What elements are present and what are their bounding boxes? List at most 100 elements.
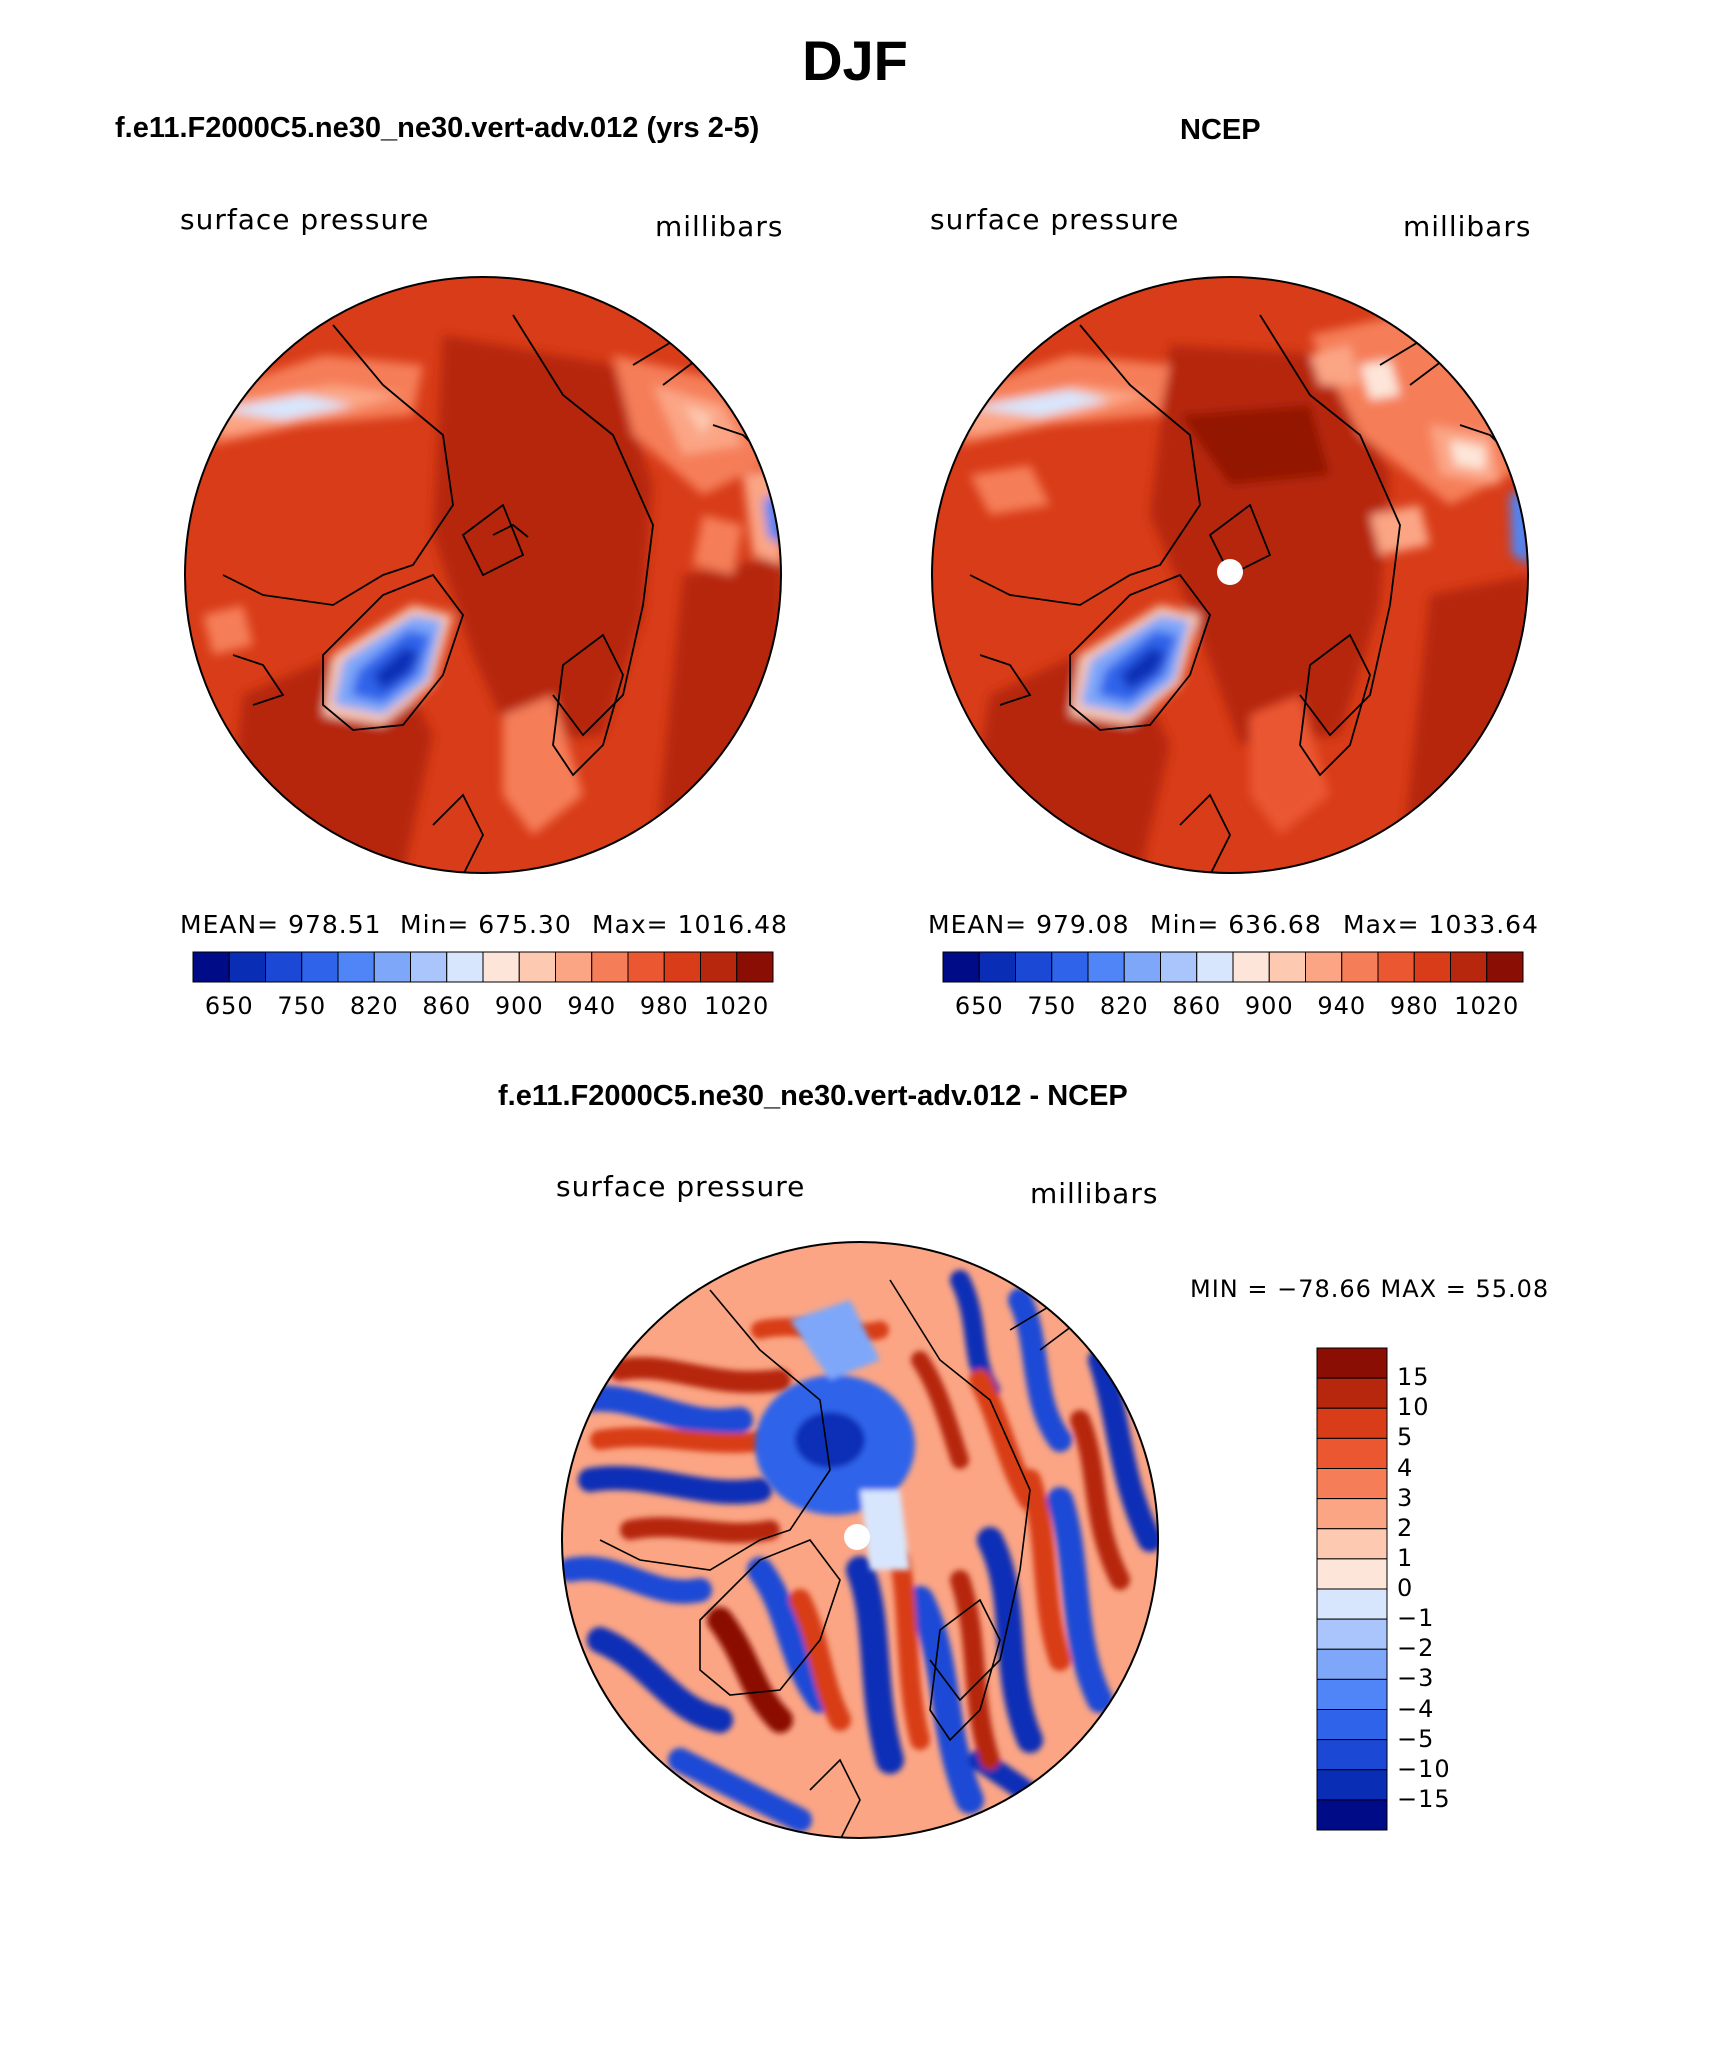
obs-colorbar <box>942 951 1524 983</box>
diff-colorbar-swatch <box>1316 1799 1388 1831</box>
model-units-label: millibars <box>655 210 784 243</box>
obs-colorbar-swatch <box>978 951 1016 983</box>
model-colorbar-tick-label: 940 <box>567 992 617 1020</box>
obs-units-label: millibars <box>1403 210 1532 243</box>
model-colorbar-tick-label: 980 <box>639 992 689 1020</box>
obs-colorbar-swatch <box>1413 951 1451 983</box>
model-colorbar-swatch <box>518 951 556 983</box>
diff-colorbar-tick-label: 2 <box>1397 1513 1414 1542</box>
diff-colorbar-swatch <box>1316 1528 1388 1560</box>
diff-colorbar-tick-label: 5 <box>1397 1423 1414 1452</box>
diff-colorbar-swatch <box>1316 1407 1388 1439</box>
diff-colorbar-tick-label: −2 <box>1397 1634 1435 1663</box>
obs-colorbar-tick-label: 900 <box>1244 992 1294 1020</box>
diff-colorbar-tick-label: −15 <box>1397 1784 1451 1813</box>
diff-colorbar-tick-label: −3 <box>1397 1664 1435 1693</box>
obs-colorbar-swatch <box>1305 951 1343 983</box>
diff-colorbar-swatch <box>1316 1437 1388 1469</box>
model-colorbar-swatch <box>192 951 230 983</box>
diff-colorbar <box>1316 1347 1388 1831</box>
model-colorbar-swatch <box>591 951 629 983</box>
obs-colorbar-tick-label: 980 <box>1389 992 1439 1020</box>
diff-colorbar-tick-label: −1 <box>1397 1604 1435 1633</box>
figure-title: DJF <box>802 29 908 92</box>
diff-colorbar-tick-label: 4 <box>1397 1453 1414 1482</box>
model-colorbar-swatch <box>482 951 520 983</box>
diff-min-max: MIN = −78.66 MAX = 55.08 <box>1190 1275 1550 1303</box>
diff-colorbar-swatch <box>1316 1678 1388 1710</box>
obs-colorbar-swatch <box>1015 951 1053 983</box>
obs-colorbar-swatch <box>1377 951 1415 983</box>
obs-polar-map <box>931 276 1529 874</box>
obs-min: Min= 636.68 <box>1150 910 1322 939</box>
model-colorbar-tick-label: 750 <box>277 992 327 1020</box>
obs-max: Max= 1033.64 <box>1343 910 1539 939</box>
model-colorbar-swatch <box>301 951 339 983</box>
diff-colorbar-tick-label: 3 <box>1397 1483 1414 1512</box>
diff-panel-title: f.e11.F2000C5.ne30_ne30.vert-adv.012 - N… <box>498 1080 1128 1112</box>
model-colorbar-swatch <box>446 951 484 983</box>
diff-colorbar-swatch <box>1316 1347 1388 1379</box>
model-variable-label: surface pressure <box>180 203 430 236</box>
model-colorbar-swatch <box>337 951 375 983</box>
model-colorbar-swatch <box>410 951 448 983</box>
diff-variable-label: surface pressure <box>556 1170 806 1203</box>
obs-colorbar-tick-label: 820 <box>1099 992 1149 1020</box>
obs-mean: MEAN= 979.08 <box>928 910 1130 939</box>
diff-colorbar-swatch <box>1316 1648 1388 1680</box>
model-colorbar-swatch <box>265 951 303 983</box>
obs-colorbar-swatch <box>1232 951 1270 983</box>
obs-variable-label: surface pressure <box>930 203 1180 236</box>
diff-colorbar-swatch <box>1316 1498 1388 1530</box>
model-colorbar-swatch <box>663 951 701 983</box>
model-colorbar-tick-label: 650 <box>204 992 254 1020</box>
model-colorbar-swatch <box>627 951 665 983</box>
obs-colorbar-swatch <box>1051 951 1089 983</box>
diff-colorbar-tick-label: −10 <box>1397 1754 1451 1783</box>
model-min: Min= 675.30 <box>400 910 572 939</box>
diff-colorbar-swatch <box>1316 1588 1388 1620</box>
obs-colorbar-swatch <box>1196 951 1234 983</box>
diff-colorbar-swatch <box>1316 1739 1388 1771</box>
diff-colorbar-swatch <box>1316 1377 1388 1409</box>
diff-colorbar-tick-label: 10 <box>1397 1393 1430 1422</box>
obs-colorbar-tick-label: 650 <box>954 992 1004 1020</box>
diff-colorbar-tick-label: −4 <box>1397 1694 1435 1723</box>
model-colorbar-swatch <box>373 951 411 983</box>
obs-colorbar-swatch <box>1341 951 1379 983</box>
diff-units-label: millibars <box>1030 1177 1159 1210</box>
model-colorbar-tick-label: 820 <box>349 992 399 1020</box>
obs-colorbar-swatch <box>1268 951 1306 983</box>
obs-colorbar-tick-label: 940 <box>1317 992 1367 1020</box>
diff-colorbar-swatch <box>1316 1468 1388 1500</box>
model-colorbar-tick-label: 860 <box>422 992 472 1020</box>
obs-colorbar-swatch <box>1450 951 1488 983</box>
obs-colorbar-swatch <box>1160 951 1198 983</box>
obs-colorbar-swatch <box>1123 951 1161 983</box>
obs-colorbar-tick-label: 750 <box>1027 992 1077 1020</box>
model-colorbar-swatch <box>555 951 593 983</box>
model-max: Max= 1016.48 <box>592 910 788 939</box>
model-colorbar-swatch <box>700 951 738 983</box>
model-colorbar-tick-label: 1020 <box>704 992 770 1020</box>
diff-colorbar-swatch <box>1316 1769 1388 1801</box>
diff-colorbar-tick-label: 15 <box>1397 1363 1430 1392</box>
diff-colorbar-swatch <box>1316 1558 1388 1590</box>
obs-colorbar-tick-label: 1020 <box>1454 992 1520 1020</box>
model-polar-map <box>184 276 782 874</box>
model-panel-title: f.e11.F2000C5.ne30_ne30.vert-adv.012 (yr… <box>115 112 760 144</box>
diff-colorbar-swatch <box>1316 1618 1388 1650</box>
obs-colorbar-swatch <box>1087 951 1125 983</box>
obs-colorbar-swatch <box>1486 951 1524 983</box>
diff-colorbar-tick-label: −5 <box>1397 1724 1435 1753</box>
diff-colorbar-tick-label: 1 <box>1397 1543 1414 1572</box>
diff-colorbar-tick-label: 0 <box>1397 1574 1414 1602</box>
model-colorbar <box>192 951 774 983</box>
diff-colorbar-swatch <box>1316 1709 1388 1741</box>
model-colorbar-swatch <box>736 951 774 983</box>
model-colorbar-tick-label: 900 <box>494 992 544 1020</box>
obs-colorbar-swatch <box>942 951 980 983</box>
obs-colorbar-tick-label: 860 <box>1172 992 1222 1020</box>
obs-panel-title: NCEP <box>1180 114 1261 146</box>
model-mean: MEAN= 978.51 <box>180 910 382 939</box>
